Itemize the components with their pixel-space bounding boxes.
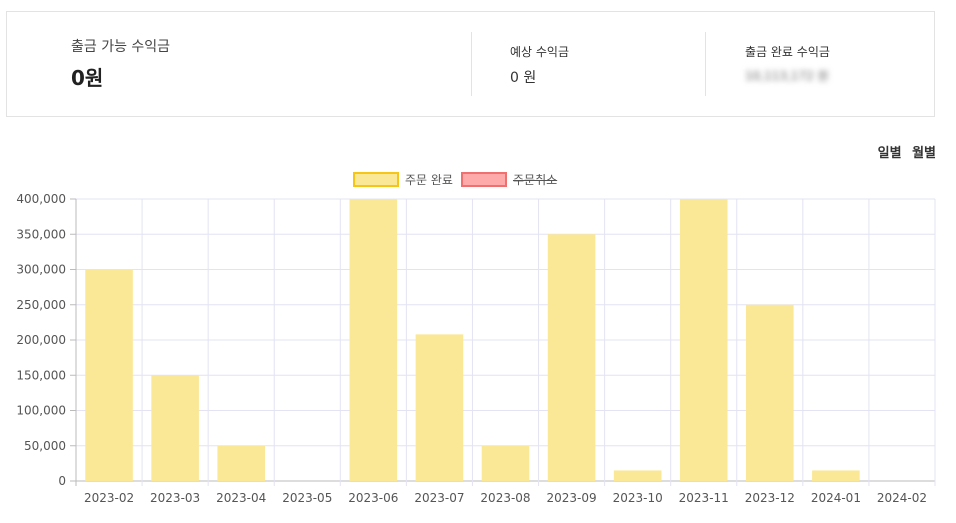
monthly-toggle[interactable]: 월별 (912, 146, 936, 161)
legend-item-cancelled[interactable]: 주문취소 (460, 171, 558, 188)
earnings-summary-panel: 출금 가능 수익금 0원 예상 수익금 0 원 출금 완료 수익금 10,113… (6, 11, 935, 117)
chart-legend: 주문 완료 주문취소 (353, 171, 565, 188)
bar (613, 470, 662, 481)
expected-earnings-label: 예상 수익금 (510, 45, 570, 59)
y-tick-label: 250,000 (16, 298, 66, 312)
withdrawable-value: 0원 (71, 66, 104, 90)
y-tick-label: 50,000 (24, 439, 66, 453)
x-tick-label: 2023-06 (348, 491, 398, 505)
legend-label-cancelled: 주문취소 (512, 173, 558, 187)
y-tick-label: 0 (58, 474, 66, 488)
legend-swatch-completed (353, 172, 399, 187)
y-tick-label: 350,000 (16, 227, 66, 241)
y-tick-label: 400,000 (16, 192, 66, 206)
completed-withdrawal-value: 10,113,172 원 (745, 69, 829, 83)
divider (471, 32, 472, 96)
x-tick-label: 2023-05 (282, 491, 332, 505)
y-tick-label: 150,000 (16, 368, 66, 382)
bar (151, 375, 199, 481)
legend-item-completed[interactable]: 주문 완료 (353, 171, 453, 188)
completed-withdrawal-label: 출금 완료 수익금 (745, 45, 830, 59)
x-tick-label: 2023-08 (480, 491, 530, 505)
y-tick-label: 100,000 (16, 404, 66, 418)
daily-toggle[interactable]: 일별 (877, 146, 902, 161)
x-tick-label: 2023-02 (84, 491, 134, 505)
x-tick-label: 2023-03 (150, 491, 200, 505)
x-tick-label: 2023-12 (745, 491, 795, 505)
bar (415, 334, 464, 481)
period-toggle: 일별 월별 (872, 142, 936, 161)
bar (746, 304, 794, 481)
y-tick-label: 300,000 (16, 263, 66, 277)
bar (679, 199, 728, 481)
x-tick-label: 2023-11 (679, 491, 729, 505)
x-tick-label: 2023-07 (414, 491, 464, 505)
legend-label-completed: 주문 완료 (405, 173, 453, 187)
bar (217, 445, 265, 481)
bar (85, 269, 133, 481)
x-tick-label: 2023-04 (216, 491, 266, 505)
x-tick-label: 2024-02 (877, 491, 927, 505)
x-tick-label: 2023-09 (547, 491, 597, 505)
withdrawable-label: 출금 가능 수익금 (71, 39, 171, 55)
y-tick-label: 200,000 (16, 333, 66, 347)
divider (705, 32, 706, 96)
expected-earnings-value: 0 원 (510, 70, 537, 86)
bar (812, 470, 860, 481)
bar (349, 199, 398, 481)
x-tick-label: 2023-10 (613, 491, 663, 505)
x-tick-label: 2024-01 (811, 491, 861, 505)
legend-swatch-cancelled (460, 172, 507, 187)
bar (547, 234, 596, 481)
bar (481, 445, 530, 481)
